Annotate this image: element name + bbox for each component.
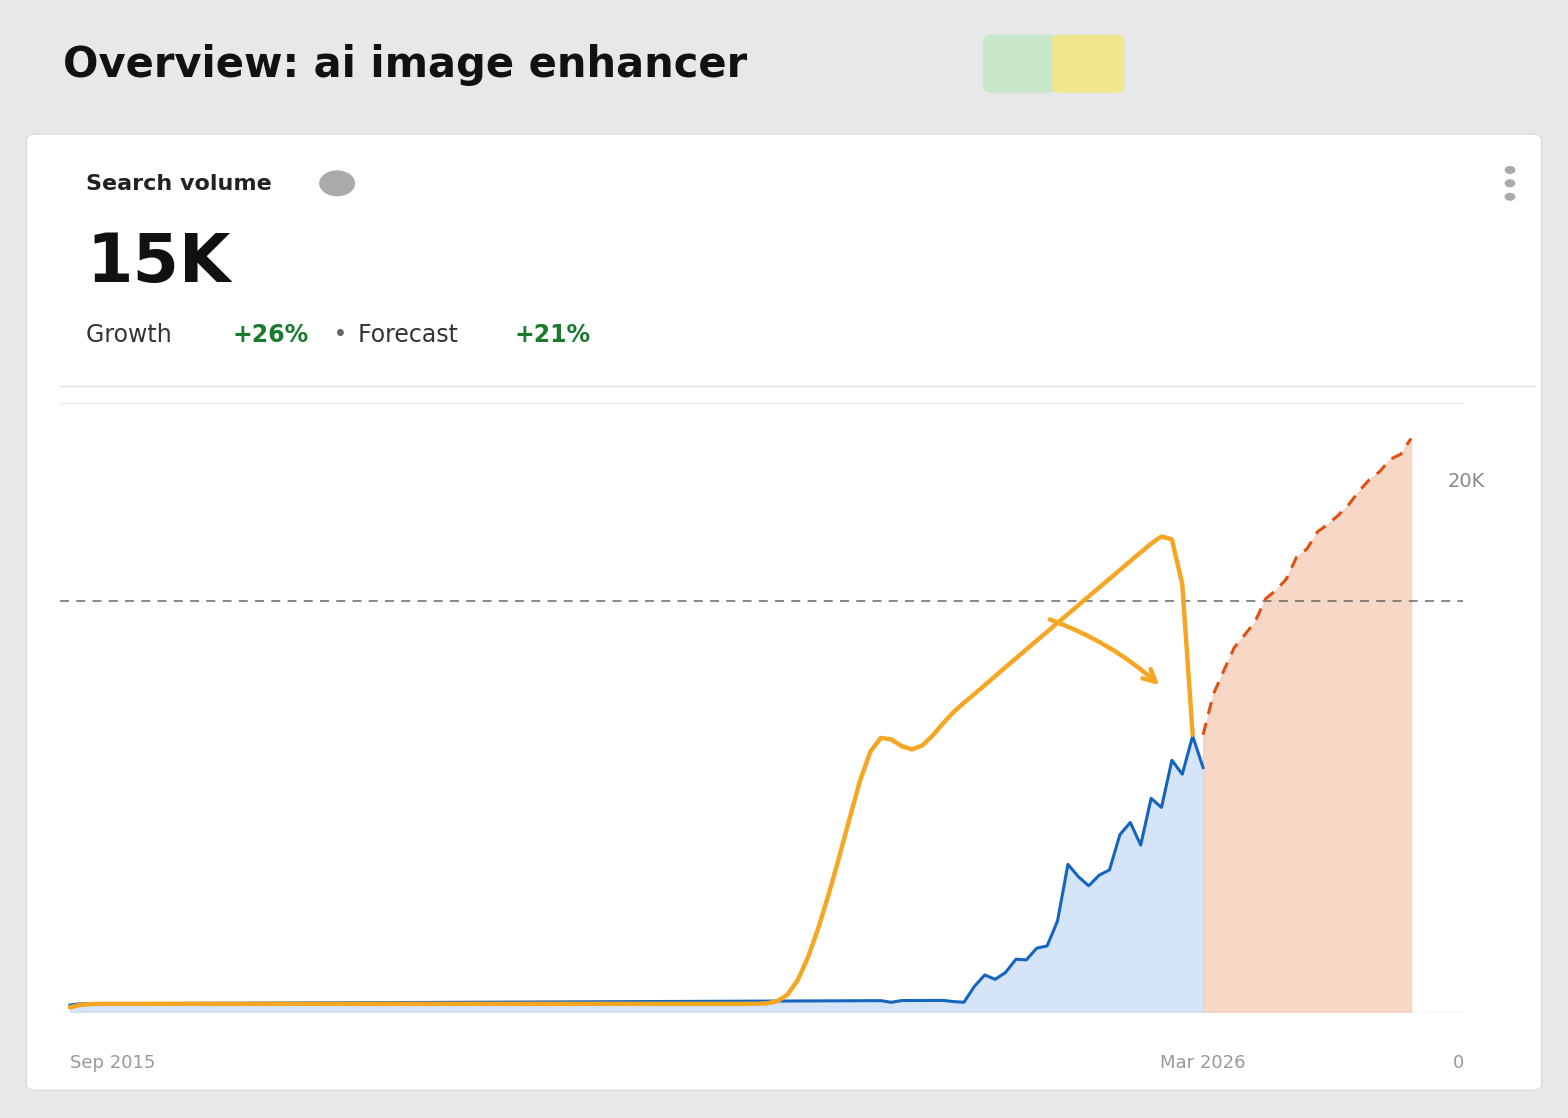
Text: Search volume: Search volume (86, 174, 271, 195)
Text: Forecast: Forecast (358, 323, 466, 348)
Text: 0: 0 (1452, 1054, 1465, 1072)
Text: 15K: 15K (86, 229, 230, 296)
Text: Overview: ai image enhancer: Overview: ai image enhancer (63, 44, 746, 86)
Text: C: C (1080, 54, 1096, 74)
Text: ?: ? (332, 177, 342, 190)
Text: 20K: 20K (1447, 473, 1485, 492)
Text: •: • (326, 323, 354, 348)
Text: Mar 2026: Mar 2026 (1160, 1054, 1247, 1072)
Text: +26%: +26% (232, 323, 309, 348)
Text: Growth: Growth (86, 323, 179, 348)
Text: N: N (1010, 54, 1029, 74)
Text: +21%: +21% (514, 323, 591, 348)
Text: Sep 2015: Sep 2015 (71, 1054, 155, 1072)
